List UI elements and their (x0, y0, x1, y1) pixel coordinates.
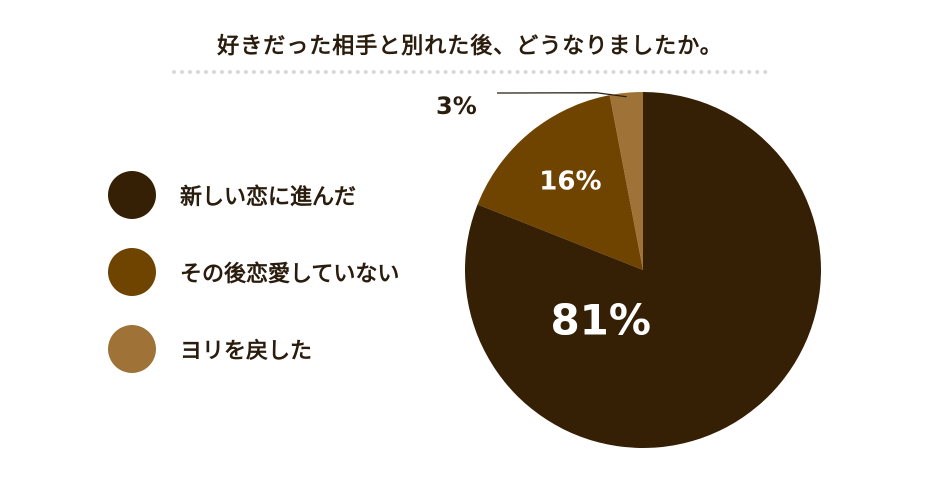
pie-slices (465, 92, 822, 448)
pie-labels: 81% 16% 3% (436, 92, 651, 344)
legend-label-no-love: その後恋愛していない (180, 262, 400, 287)
legend-swatch-reunited (108, 325, 156, 373)
legend-item-no-love: その後恋愛していない (108, 247, 468, 297)
pie-leader-line-reunited (496, 92, 627, 98)
legend-swatch-new-love (108, 171, 156, 219)
legend-item-new-love: 新しい恋に進んだ (108, 170, 468, 220)
legend-label-new-love: 新しい恋に進んだ (180, 185, 357, 210)
pie-slice-reunited (609, 92, 643, 270)
legend-swatch-no-love (108, 248, 156, 296)
legend-item-reunited: ヨリを戻した (108, 324, 468, 374)
pie-slice-new-love (465, 92, 822, 448)
chart-title: 好きだった相手と別れた後、どうなりましたか。 (217, 34, 723, 59)
pie-label-reunited: 3% (436, 92, 477, 120)
legend: 新しい恋に進んだ その後恋愛していない ヨリを戻した (108, 170, 468, 401)
pie-label-new-love: 81% (550, 295, 651, 344)
pie-label-no-love: 16% (539, 167, 601, 197)
pie-slice-no-love (477, 95, 643, 271)
title-divider (172, 70, 768, 74)
legend-label-reunited: ヨリを戻した (180, 339, 313, 364)
